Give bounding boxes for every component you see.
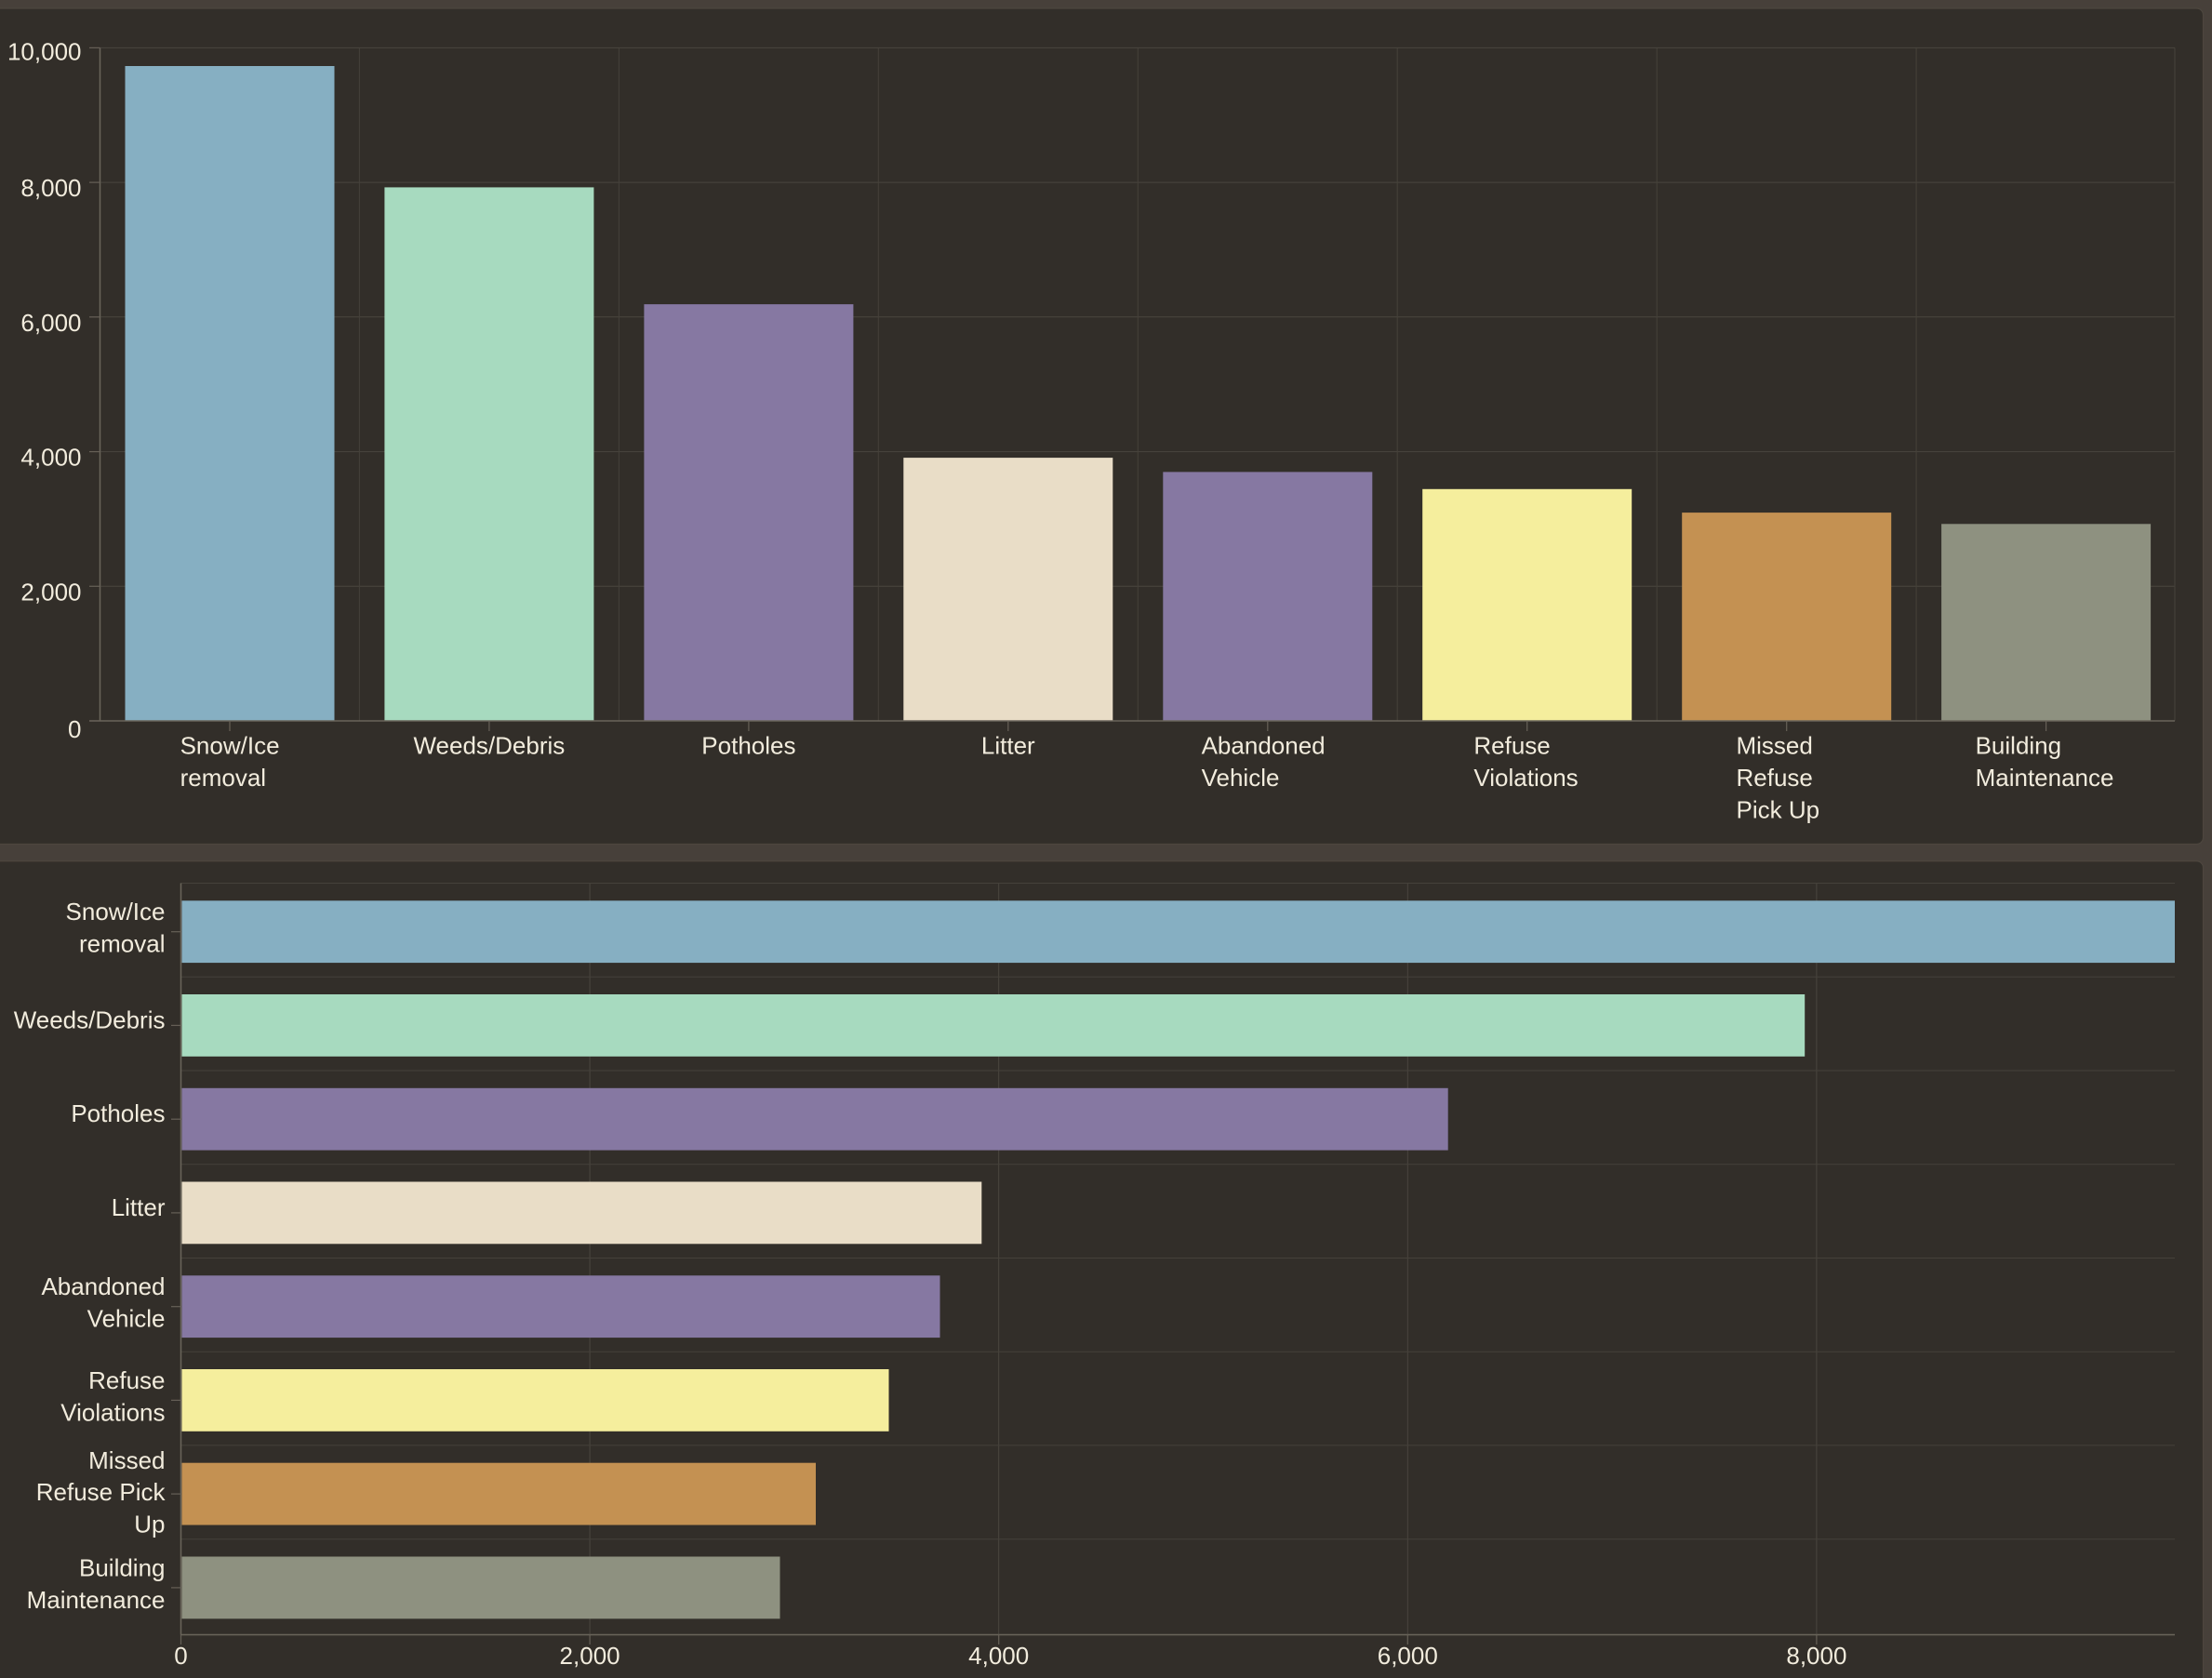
svg-text:Building: Building — [1976, 732, 2062, 760]
svg-text:Refuse: Refuse — [1473, 732, 1550, 760]
svg-text:Pick Up: Pick Up — [1737, 796, 1820, 824]
svg-text:6,000: 6,000 — [1378, 1642, 1438, 1670]
svg-text:Violations: Violations — [60, 1398, 165, 1426]
svg-text:Potholes: Potholes — [701, 732, 795, 760]
svg-text:4,000: 4,000 — [968, 1642, 1029, 1670]
svg-text:0: 0 — [68, 715, 81, 743]
svg-text:8,000: 8,000 — [1786, 1642, 1846, 1670]
svg-text:Building: Building — [79, 1553, 166, 1581]
svg-text:Abandoned: Abandoned — [41, 1272, 165, 1300]
svg-text:8,000: 8,000 — [20, 174, 81, 202]
svg-text:4,000: 4,000 — [20, 444, 81, 472]
svg-text:Snow/Ice: Snow/Ice — [180, 732, 280, 760]
svg-text:removal: removal — [180, 764, 266, 792]
svg-text:Up: Up — [134, 1511, 165, 1538]
svg-text:Abandoned: Abandoned — [1202, 732, 1326, 760]
svg-text:Litter: Litter — [112, 1193, 166, 1221]
svg-text:Refuse: Refuse — [1737, 764, 1813, 792]
svg-text:Potholes: Potholes — [71, 1099, 165, 1127]
svg-text:Maintenance: Maintenance — [1976, 764, 2114, 792]
svg-text:Snow/Ice: Snow/Ice — [66, 898, 166, 926]
svg-text:10,000: 10,000 — [7, 37, 82, 65]
svg-text:2,000: 2,000 — [560, 1642, 620, 1670]
svg-text:Maintenance: Maintenance — [27, 1586, 166, 1614]
svg-text:Missed: Missed — [1737, 732, 1813, 760]
svg-text:0: 0 — [174, 1642, 187, 1670]
svg-text:Refuse: Refuse — [88, 1366, 165, 1394]
svg-text:6,000: 6,000 — [20, 309, 81, 337]
svg-text:2,000: 2,000 — [20, 578, 81, 606]
svg-text:Litter: Litter — [981, 732, 1035, 760]
svg-text:Vehicle: Vehicle — [1202, 764, 1280, 792]
svg-text:Missed: Missed — [88, 1446, 165, 1474]
svg-text:removal: removal — [79, 930, 165, 958]
svg-text:Violations: Violations — [1473, 764, 1578, 792]
svg-text:Refuse Pick: Refuse Pick — [36, 1478, 167, 1506]
svg-text:Vehicle: Vehicle — [87, 1305, 166, 1333]
svg-text:Weeds/Debris: Weeds/Debris — [14, 1005, 166, 1033]
svg-text:Weeds/Debris: Weeds/Debris — [413, 732, 565, 760]
